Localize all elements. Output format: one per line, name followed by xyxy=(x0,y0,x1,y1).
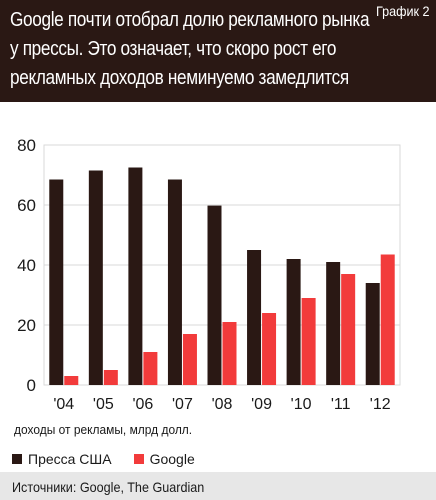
bar-press-7 xyxy=(326,262,341,385)
bar-google-3 xyxy=(182,334,197,385)
bar-google-0 xyxy=(64,376,79,385)
bar-google-7 xyxy=(341,274,356,385)
bar-google-5 xyxy=(262,313,277,385)
y-tick-label: 40 xyxy=(17,256,36,275)
chart-number-label: График 2 xyxy=(376,3,430,19)
x-tick-label: '11 xyxy=(331,396,351,412)
bar-press-8 xyxy=(365,283,380,385)
bar-press-6 xyxy=(286,259,301,385)
x-tick-label: '07 xyxy=(172,396,193,412)
x-tick-label: '05 xyxy=(93,396,114,412)
bar-press-5 xyxy=(247,250,262,385)
legend-label-press: Пресса США xyxy=(28,451,112,467)
x-tick-label: '10 xyxy=(291,396,312,412)
legend: Пресса США Google xyxy=(12,451,217,467)
chart-title: Google почти отобрал долю рекламного рын… xyxy=(10,9,370,89)
y-tick-label: 80 xyxy=(17,136,36,155)
bar-press-0 xyxy=(49,179,64,385)
legend-label-google: Google xyxy=(149,451,195,467)
y-tick-label: 60 xyxy=(17,196,36,215)
bar-google-4 xyxy=(222,322,237,385)
chart-panel: 0 20 40 60 80 '04 '05 '06 '07 '08 '09 '10 '11 '12 дох… xyxy=(0,102,436,472)
bar-press-4 xyxy=(207,205,222,385)
x-tick-label: '08 xyxy=(212,396,233,412)
bar-press-3 xyxy=(167,179,182,385)
x-tick-label: '09 xyxy=(251,396,272,412)
y-tick-label: 0 xyxy=(27,376,36,395)
bar-google-2 xyxy=(143,352,158,385)
source-note: Источники: Google, The Guardian xyxy=(12,479,205,495)
y-tick-label: 20 xyxy=(17,316,36,335)
legend-swatch-press xyxy=(12,454,22,464)
x-tick-label: '04 xyxy=(53,396,74,412)
bar-chart: 0 20 40 60 80 '04 '05 '06 '07 '08 '09 '10 '11 '12 xyxy=(17,136,401,413)
x-tick-label: '06 xyxy=(132,396,153,412)
footer: Источники: Google, The Guardian xyxy=(0,472,436,500)
bar-google-8 xyxy=(380,254,395,385)
legend-swatch-google xyxy=(133,454,144,464)
legend-item-press: Пресса США xyxy=(12,451,112,467)
bar-press-1 xyxy=(88,170,103,385)
bar-google-1 xyxy=(103,370,118,385)
header: Google почти отобрал долю рекламного рын… xyxy=(0,0,436,102)
legend-item-google: Google xyxy=(133,451,195,467)
x-axis-caption: доходы от рекламы, млрд долл. xyxy=(14,422,193,437)
bar-google-6 xyxy=(301,298,316,385)
x-tick-label: '12 xyxy=(370,396,391,412)
bar-press-2 xyxy=(128,167,143,385)
